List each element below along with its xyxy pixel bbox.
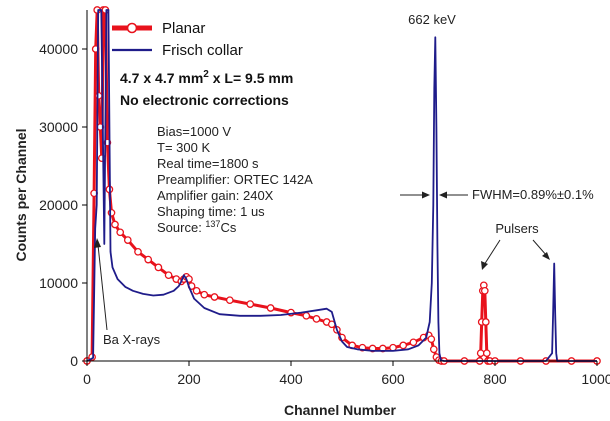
series-layer xyxy=(83,6,601,365)
measurement-parameters: Bias=1000 V T= 300 K Real time=1800 s Pr… xyxy=(157,124,313,235)
fwhm-marker: FWHM=0.89%±0.1% xyxy=(400,187,594,202)
data-point xyxy=(210,293,219,301)
y-tick-label: 20000 xyxy=(39,197,78,213)
legend-planar-label: Planar xyxy=(162,20,205,37)
data-point xyxy=(134,247,142,256)
amplifier-label: Amplifier gain: 240X xyxy=(157,188,274,203)
corrections-note: No electronic corrections xyxy=(120,92,289,108)
data-point xyxy=(480,286,489,295)
pulsers-label: Pulsers xyxy=(495,221,539,236)
data-point xyxy=(164,271,173,280)
data-point xyxy=(399,341,408,350)
y-tick-label: 0 xyxy=(70,353,78,369)
detector-dimensions: 4.7 x 4.7 mm2 x L= 9.5 mm xyxy=(120,69,293,86)
data-point xyxy=(302,311,311,320)
bias-label: Bias=1000 V xyxy=(157,124,231,139)
data-point xyxy=(94,91,103,100)
y-axis-title: Counts per Channel xyxy=(13,128,29,261)
preamplifier-label: Preamplifier: ORTEC 142A xyxy=(157,172,313,187)
data-point xyxy=(123,236,132,244)
legend-planar-marker xyxy=(126,22,138,34)
data-point xyxy=(429,345,438,354)
xrays-annotation: Ba X-rays xyxy=(94,238,161,347)
data-point xyxy=(409,338,418,347)
temperature-label: T= 300 K xyxy=(157,140,210,155)
data-point xyxy=(192,286,201,295)
data-point xyxy=(481,318,490,326)
data-point xyxy=(154,263,163,272)
data-point xyxy=(266,304,275,312)
data-point xyxy=(225,296,234,305)
data-point xyxy=(111,220,119,229)
data-point xyxy=(246,300,255,308)
data-point xyxy=(476,349,485,358)
real-time-label: Real time=1800 s xyxy=(157,156,259,171)
x-tick-label: 800 xyxy=(483,371,507,387)
x-tick-label: 600 xyxy=(381,371,405,387)
x-tick-label: 1000 xyxy=(581,371,610,387)
pulsers-annotation: Pulsers xyxy=(481,221,550,270)
xrays-label: Ba X-rays xyxy=(103,332,161,347)
shaping-label: Shaping time: 1 us xyxy=(157,204,265,219)
x-axis-title: Channel Number xyxy=(284,402,397,418)
peak-energy-label: 662 keV xyxy=(408,12,456,27)
y-tick-label: 30000 xyxy=(39,119,78,135)
y-tick-label: 40000 xyxy=(39,41,78,57)
legend: Planar Frisch collar xyxy=(112,20,243,59)
legend-frisch-label: Frisch collar xyxy=(162,42,243,59)
y-tick-label: 10000 xyxy=(39,275,78,291)
x-tick-label: 0 xyxy=(83,371,91,387)
source-label: Source: 137Cs xyxy=(157,219,237,235)
data-point xyxy=(312,315,321,323)
data-point xyxy=(482,349,491,358)
data-point xyxy=(200,290,209,299)
fwhm-label: FWHM=0.89%±0.1% xyxy=(472,187,594,202)
x-tick-label: 200 xyxy=(177,371,201,387)
data-point xyxy=(144,255,153,264)
series-frisch-collar xyxy=(86,9,597,362)
data-point xyxy=(427,335,436,344)
data-point xyxy=(116,228,125,237)
series-line xyxy=(86,9,597,362)
x-tick-label: 400 xyxy=(279,371,303,387)
